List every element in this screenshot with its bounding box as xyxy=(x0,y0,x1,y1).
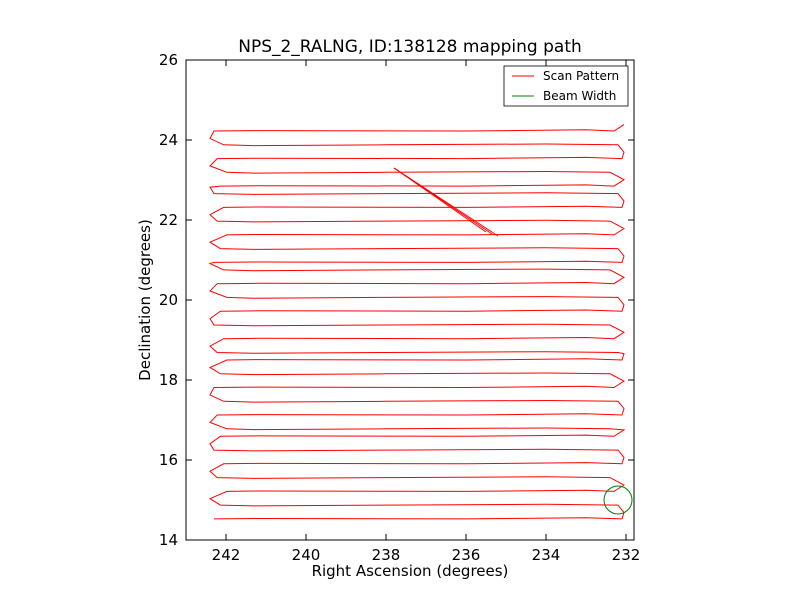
scan-pattern-path xyxy=(208,124,626,520)
x-axis: 242 240 238 236 234 232 xyxy=(212,60,641,564)
x-tick-label: 240 xyxy=(292,546,321,564)
y-tick-label: 14 xyxy=(159,531,178,549)
plot-frame xyxy=(186,60,634,540)
x-tick-label: 238 xyxy=(372,546,401,564)
legend-label-scan-pattern: Scan Pattern xyxy=(543,69,619,83)
x-tick-label: 242 xyxy=(212,546,241,564)
scan-diagonal-segment xyxy=(393,167,487,233)
y-tick-label: 16 xyxy=(159,451,178,469)
chart-title: NPS_2_RALNG, ID:138128 mapping path xyxy=(238,37,582,57)
x-axis-label: Right Ascension (degrees) xyxy=(312,562,509,580)
y-tick-label: 22 xyxy=(159,211,178,229)
beam-width-circle xyxy=(603,485,633,515)
y-axis: 14 16 18 20 22 24 26 xyxy=(159,51,634,549)
legend: Scan Pattern Beam Width xyxy=(503,65,629,107)
legend-box xyxy=(503,65,629,107)
y-tick-label: 26 xyxy=(159,51,178,69)
y-tick-label: 20 xyxy=(159,291,178,309)
x-tick-label: 232 xyxy=(612,546,641,564)
y-tick-label: 24 xyxy=(159,131,178,149)
series-layer xyxy=(208,124,633,520)
y-tick-label: 18 xyxy=(159,371,178,389)
legend-label-beam-width: Beam Width xyxy=(543,89,616,103)
x-tick-label: 234 xyxy=(532,546,561,564)
y-axis-label: Declination (degrees) xyxy=(136,219,154,381)
plot-area xyxy=(185,59,635,541)
x-tick-label: 236 xyxy=(452,546,481,564)
